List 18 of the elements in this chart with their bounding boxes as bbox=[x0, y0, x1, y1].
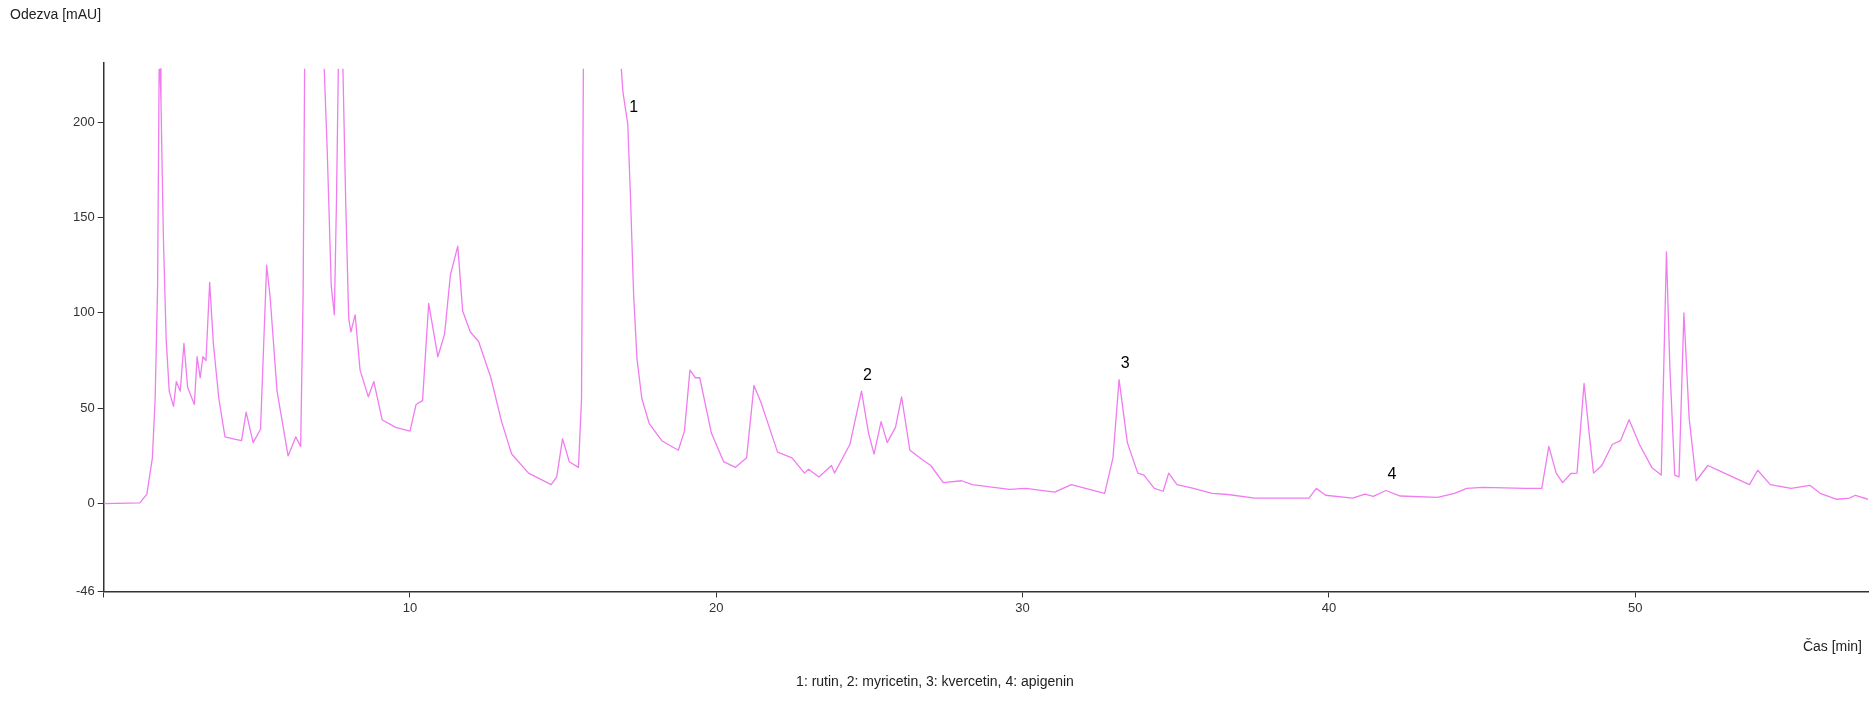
y-tick-label: -46 bbox=[75, 582, 95, 598]
x-tick-label: 50 bbox=[1627, 599, 1643, 615]
y-tick-label: 100 bbox=[72, 304, 95, 320]
x-axis-title: Čas [min] bbox=[1802, 637, 1862, 654]
x-tick-label: 40 bbox=[1321, 599, 1337, 615]
x-tick-label: 10 bbox=[402, 599, 418, 615]
y-tick-label: 200 bbox=[72, 113, 95, 129]
annotation: 1 bbox=[629, 98, 639, 116]
y-tick-label: 150 bbox=[72, 209, 95, 225]
y-axis-title: Odezva [mAU] bbox=[10, 5, 102, 22]
x-tick-label: 20 bbox=[709, 599, 724, 615]
annotation: 2 bbox=[863, 365, 873, 383]
annotation: 3 bbox=[1120, 354, 1130, 372]
y-tick-label: 0 bbox=[87, 495, 95, 511]
y-tick-label: 50 bbox=[80, 399, 95, 415]
x-tick-label: 30 bbox=[1015, 599, 1030, 615]
text: 1: rutin, 2: myricetin, 3: kvercetin, 4: apigenin bbox=[796, 672, 1074, 689]
annotation: 4 bbox=[1387, 464, 1397, 482]
